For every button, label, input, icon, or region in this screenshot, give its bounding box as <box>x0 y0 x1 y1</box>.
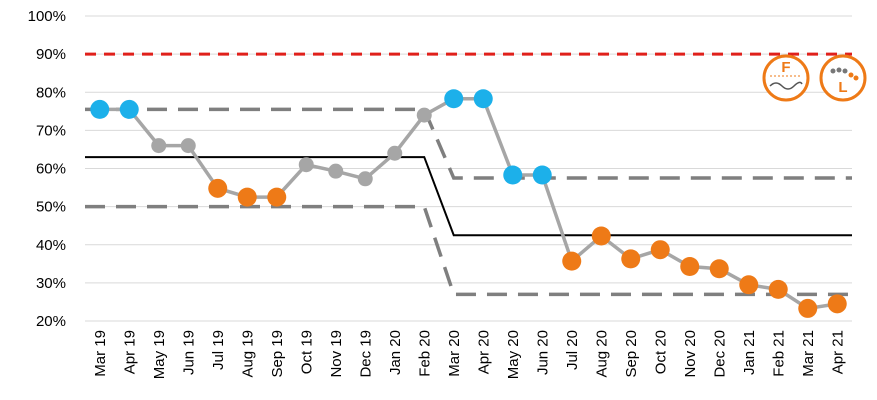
x-tick-label: Aug 19 <box>239 330 256 378</box>
gridlines <box>85 15 852 322</box>
x-tick-label: Apr 21 <box>829 330 846 374</box>
x-tick-label: Feb 21 <box>770 330 787 377</box>
y-tick-label: 40% <box>36 237 66 254</box>
data-series <box>90 89 847 318</box>
data-point <box>591 226 611 246</box>
y-tick-label: 60% <box>36 161 66 178</box>
x-tick-label: Dec 19 <box>357 330 374 378</box>
data-point <box>827 294 847 314</box>
x-tick-label: Sep 20 <box>623 330 640 378</box>
data-point <box>416 107 432 123</box>
y-tick-label: 50% <box>36 199 66 216</box>
y-tick-label: 20% <box>36 313 66 330</box>
x-tick-label: Dec 20 <box>711 330 728 378</box>
x-tick-label: Sep 19 <box>269 330 286 378</box>
upper-control-limit <box>85 107 852 180</box>
data-point <box>473 89 493 109</box>
trend-badge-letter: L <box>838 79 847 96</box>
x-tick-label: Jul 20 <box>564 330 581 370</box>
y-tick-label: 90% <box>36 46 66 63</box>
trend-icon: L <box>819 54 867 102</box>
data-point <box>680 256 700 276</box>
x-tick-label: Jul 19 <box>210 330 227 370</box>
data-point <box>151 138 167 154</box>
y-tick-label: 70% <box>36 122 66 139</box>
x-tick-label: Jan 20 <box>387 330 404 375</box>
data-point <box>237 187 257 207</box>
data-point <box>768 279 788 299</box>
x-tick-label: Mar 20 <box>446 330 463 377</box>
badges: F L <box>762 54 867 102</box>
x-tick-label: Oct 19 <box>298 330 315 374</box>
x-tick-label: Mar 19 <box>92 330 109 377</box>
data-point <box>650 240 670 260</box>
x-tick-label: Apr 20 <box>475 330 492 374</box>
x-tick-label: Feb 20 <box>416 330 433 377</box>
data-point <box>562 251 582 271</box>
control-limits <box>85 52 852 297</box>
data-point <box>444 89 464 109</box>
x-tick-label: Jun 19 <box>180 330 197 375</box>
y-axis-ticks: 20% 30% 40% 50% 60% 70% 80% 90% 100% <box>28 8 66 330</box>
mean-line <box>85 156 852 237</box>
forecast-badge-letter: F <box>781 59 790 76</box>
x-tick-label: May 19 <box>151 330 168 379</box>
x-tick-label: Nov 20 <box>682 330 699 378</box>
data-point <box>298 157 314 173</box>
x-tick-label: Apr 19 <box>121 330 138 374</box>
data-point <box>180 138 196 154</box>
data-point <box>357 171 373 187</box>
data-point <box>90 99 110 119</box>
y-tick-label: 100% <box>28 8 66 25</box>
data-point <box>798 298 818 318</box>
x-tick-label: May 20 <box>505 330 522 379</box>
lower-control-limit <box>85 204 852 297</box>
x-tick-label: Jun 20 <box>534 330 551 375</box>
trend-badge-ring <box>819 54 867 102</box>
data-point <box>387 145 403 161</box>
data-point <box>532 165 552 185</box>
data-point <box>503 165 523 185</box>
x-tick-label: Jan 21 <box>741 330 758 375</box>
y-tick-label: 80% <box>36 84 66 101</box>
x-tick-label: Oct 20 <box>652 330 669 374</box>
x-tick-label: Aug 20 <box>593 330 610 378</box>
data-point <box>709 259 729 279</box>
data-point <box>328 163 344 179</box>
y-tick-label: 30% <box>36 275 66 292</box>
x-tick-label: Mar 21 <box>800 330 817 377</box>
data-point <box>208 178 228 198</box>
data-point <box>621 249 641 269</box>
forecast-icon: F <box>762 54 810 102</box>
x-axis-ticks: Mar 19 Apr 19 May 19 Jun 19 Jul 19 Aug 19 Sep … <box>92 330 847 379</box>
data-point <box>267 187 287 207</box>
forecast-badge-ring <box>762 54 810 102</box>
x-tick-label: Nov 19 <box>328 330 345 378</box>
data-point <box>739 275 759 295</box>
data-point <box>119 99 139 119</box>
